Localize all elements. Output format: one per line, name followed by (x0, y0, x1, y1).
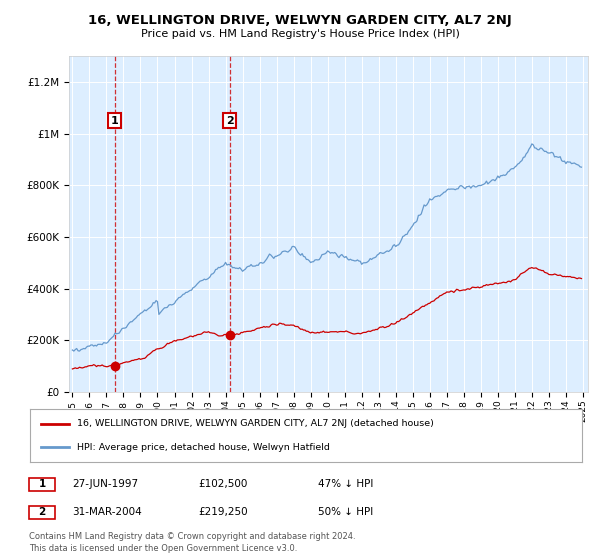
Text: Contains HM Land Registry data © Crown copyright and database right 2024.: Contains HM Land Registry data © Crown c… (29, 532, 355, 541)
Text: This data is licensed under the Open Government Licence v3.0.: This data is licensed under the Open Gov… (29, 544, 297, 553)
Text: 16, WELLINGTON DRIVE, WELWYN GARDEN CITY, AL7 2NJ (detached house): 16, WELLINGTON DRIVE, WELWYN GARDEN CITY… (77, 419, 434, 428)
Text: 2: 2 (226, 115, 233, 125)
Text: 2: 2 (38, 507, 46, 517)
Text: 1: 1 (111, 115, 119, 125)
Text: £102,500: £102,500 (198, 479, 247, 489)
Text: 27-JUN-1997: 27-JUN-1997 (72, 479, 138, 489)
Text: 1: 1 (38, 479, 46, 489)
Text: 50% ↓ HPI: 50% ↓ HPI (318, 507, 373, 517)
Text: 31-MAR-2004: 31-MAR-2004 (72, 507, 142, 517)
Text: £219,250: £219,250 (198, 507, 248, 517)
Text: 47% ↓ HPI: 47% ↓ HPI (318, 479, 373, 489)
Text: Price paid vs. HM Land Registry's House Price Index (HPI): Price paid vs. HM Land Registry's House … (140, 29, 460, 39)
Text: 16, WELLINGTON DRIVE, WELWYN GARDEN CITY, AL7 2NJ: 16, WELLINGTON DRIVE, WELWYN GARDEN CITY… (88, 14, 512, 27)
Text: HPI: Average price, detached house, Welwyn Hatfield: HPI: Average price, detached house, Welw… (77, 442, 330, 451)
